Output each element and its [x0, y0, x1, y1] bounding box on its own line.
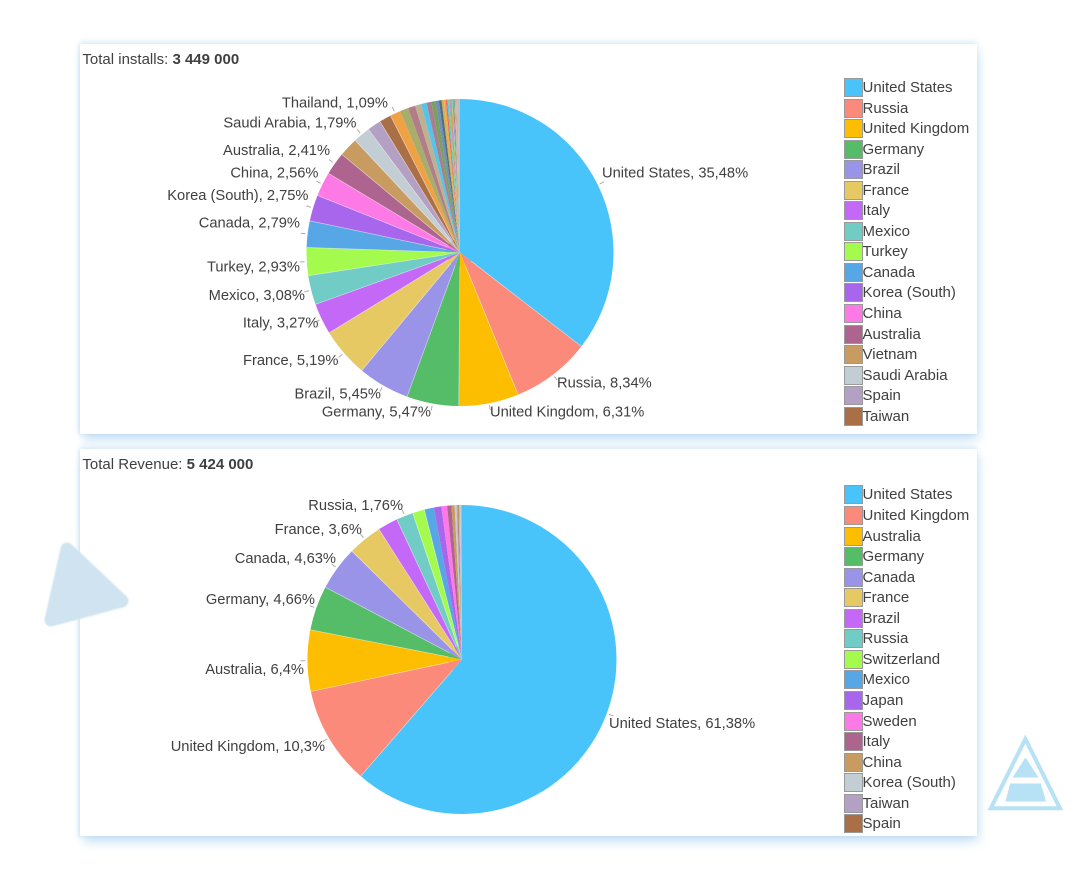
- svg-text:Russia, 8,34%: Russia, 8,34%: [557, 376, 652, 392]
- svg-text:Germany, 4,66%: Germany, 4,66%: [206, 592, 315, 608]
- svg-text:United Kingdom, 10,3%: United Kingdom, 10,3%: [171, 739, 325, 755]
- svg-text:France, 5,19%: France, 5,19%: [243, 353, 339, 369]
- svg-text:France, 3,6%: France, 3,6%: [275, 522, 362, 538]
- svg-text:Canada, 2,79%: Canada, 2,79%: [199, 216, 300, 232]
- svg-text:Russia, 1,76%: Russia, 1,76%: [308, 498, 403, 514]
- svg-text:Saudi Arabia, 1,79%: Saudi Arabia, 1,79%: [223, 116, 356, 132]
- svg-text:Turkey, 2,93%: Turkey, 2,93%: [207, 260, 300, 276]
- svg-text:Korea (South), 2,75%: Korea (South), 2,75%: [167, 188, 308, 204]
- svg-text:Thailand, 1,09%: Thailand, 1,09%: [282, 96, 388, 112]
- svg-text:United States, 35,48%: United States, 35,48%: [602, 166, 748, 182]
- svg-text:Italy, 3,27%: Italy, 3,27%: [243, 316, 319, 332]
- svg-text:Australia, 6,4%: Australia, 6,4%: [205, 662, 304, 678]
- svg-text:Canada, 4,63%: Canada, 4,63%: [235, 551, 336, 567]
- svg-text:Australia, 2,41%: Australia, 2,41%: [223, 143, 330, 159]
- svg-text:United Kingdom, 6,31%: United Kingdom, 6,31%: [490, 405, 644, 421]
- svg-text:Germany, 5,47%: Germany, 5,47%: [322, 405, 431, 421]
- svg-text:Brazil, 5,45%: Brazil, 5,45%: [294, 387, 381, 403]
- svg-text:China, 2,56%: China, 2,56%: [230, 166, 318, 182]
- svg-text:Mexico, 3,08%: Mexico, 3,08%: [209, 288, 305, 304]
- svg-text:United States, 61,38%: United States, 61,38%: [609, 716, 755, 732]
